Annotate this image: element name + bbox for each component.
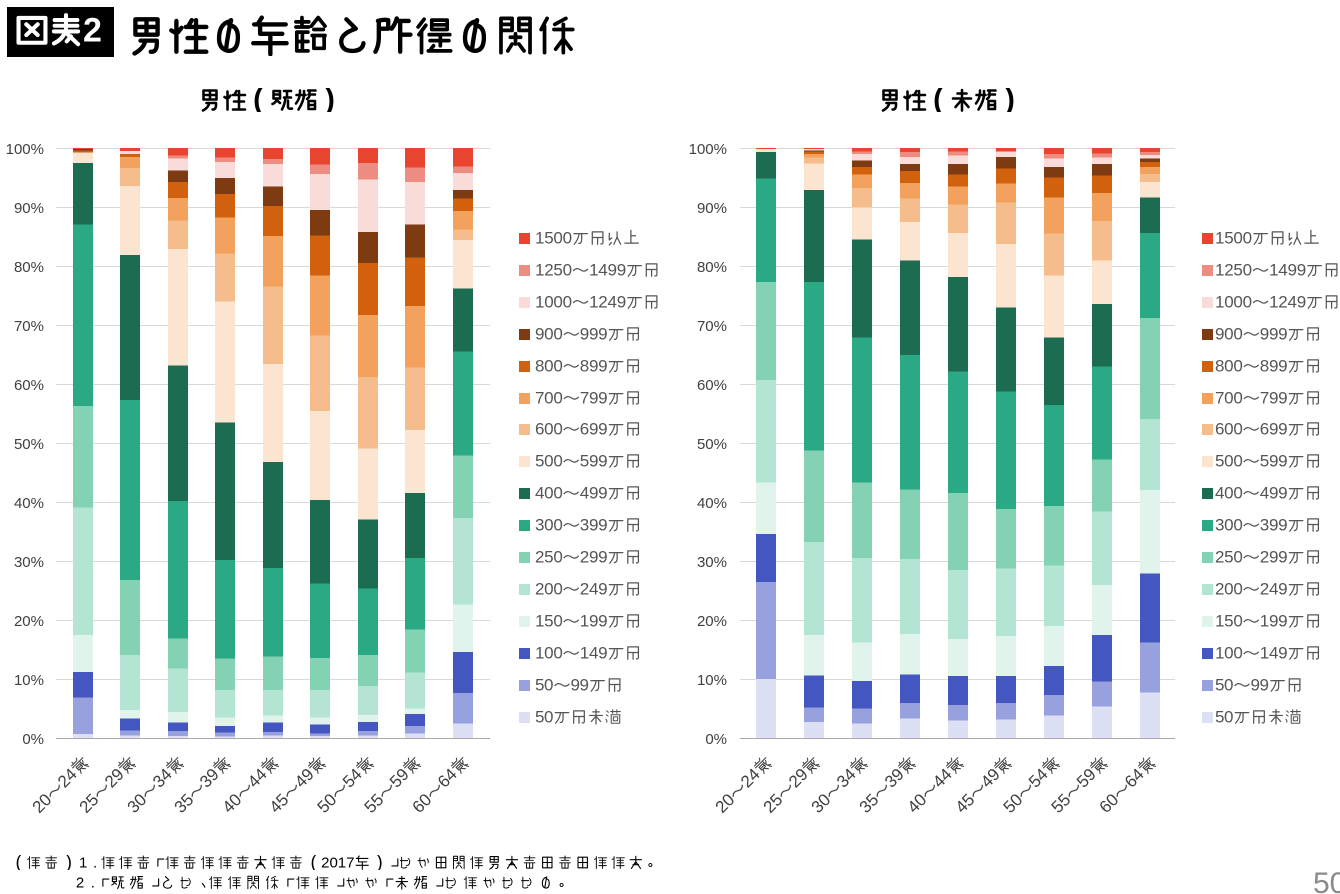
svg-text:50: 50: [1000, 790, 1026, 816]
svg-text:100: 100: [1215, 644, 1243, 661]
svg-text:50: 50: [535, 676, 554, 693]
svg-text:45: 45: [952, 790, 978, 816]
svg-text:400: 400: [1215, 484, 1243, 501]
svg-text:55: 55: [1048, 790, 1074, 816]
svg-text:599: 599: [1260, 452, 1288, 469]
svg-text:399: 399: [1260, 516, 1288, 533]
svg-text:300: 300: [1215, 516, 1243, 533]
svg-text:199: 199: [1260, 612, 1288, 629]
svg-text:): ): [325, 88, 335, 112]
svg-text:25: 25: [76, 790, 102, 816]
svg-text:(: (: [311, 855, 317, 870]
svg-text:249: 249: [1260, 580, 1288, 597]
svg-text:.: .: [91, 875, 95, 890]
svg-text:60: 60: [409, 790, 435, 816]
svg-text:150: 150: [1215, 612, 1243, 629]
svg-text:(: (: [253, 88, 263, 112]
svg-text:999: 999: [1260, 325, 1288, 342]
svg-text:1250: 1250: [1215, 261, 1252, 278]
svg-text:): ): [1005, 88, 1015, 112]
svg-text:300: 300: [535, 516, 563, 533]
svg-text:700: 700: [1215, 389, 1243, 406]
svg-text:50: 50: [535, 708, 554, 725]
svg-text:1500: 1500: [1215, 229, 1252, 246]
svg-text:399: 399: [580, 516, 608, 533]
svg-text:1: 1: [79, 855, 87, 870]
svg-text:799: 799: [580, 389, 608, 406]
svg-text:(: (: [933, 88, 943, 112]
svg-text:199: 199: [580, 612, 608, 629]
svg-text:35: 35: [171, 790, 197, 816]
svg-text:150: 150: [535, 612, 563, 629]
svg-text:200: 200: [1215, 580, 1243, 597]
svg-text:899: 899: [580, 357, 608, 374]
svg-text:149: 149: [1260, 644, 1288, 661]
svg-text:700: 700: [535, 389, 563, 406]
svg-text:30: 30: [808, 790, 834, 816]
svg-text:800: 800: [1215, 357, 1243, 374]
svg-text:800: 800: [535, 357, 563, 374]
svg-text:249: 249: [580, 580, 608, 597]
svg-text:1500: 1500: [535, 229, 572, 246]
svg-text:900: 900: [1215, 325, 1243, 342]
svg-text:1249: 1249: [1269, 293, 1306, 310]
svg-text:50: 50: [1215, 676, 1234, 693]
svg-text:599: 599: [580, 452, 608, 469]
svg-text:2: 2: [83, 13, 102, 47]
svg-text:60: 60: [1096, 790, 1122, 816]
svg-text:600: 600: [535, 420, 563, 437]
svg-text:(: (: [16, 855, 22, 870]
svg-text:2017: 2017: [321, 855, 354, 870]
svg-text:1249: 1249: [589, 293, 626, 310]
svg-text:25: 25: [760, 790, 786, 816]
svg-text:): ): [377, 855, 383, 870]
svg-text:50: 50: [314, 790, 340, 816]
svg-text:699: 699: [580, 420, 608, 437]
svg-text:99: 99: [571, 676, 590, 693]
svg-text:35: 35: [856, 790, 882, 816]
svg-text:): ): [66, 855, 72, 870]
svg-text:40: 40: [219, 790, 245, 816]
svg-text:600: 600: [1215, 420, 1243, 437]
svg-text:299: 299: [580, 548, 608, 565]
svg-text:250: 250: [1215, 548, 1243, 565]
svg-text:1499: 1499: [589, 261, 626, 278]
svg-text:200: 200: [535, 580, 563, 597]
svg-text:499: 499: [580, 484, 608, 501]
svg-text:499: 499: [1260, 484, 1288, 501]
svg-text:30: 30: [124, 790, 150, 816]
svg-text:2: 2: [76, 875, 84, 890]
svg-text:500: 500: [535, 452, 563, 469]
svg-text:999: 999: [580, 325, 608, 342]
svg-text:1000: 1000: [1215, 293, 1252, 310]
svg-text:55: 55: [361, 790, 387, 816]
svg-text:99: 99: [1251, 676, 1270, 693]
svg-text:299: 299: [1260, 548, 1288, 565]
svg-text:1499: 1499: [1269, 261, 1306, 278]
svg-text:250: 250: [535, 548, 563, 565]
svg-text:.: .: [93, 855, 97, 870]
svg-text:1000: 1000: [535, 293, 572, 310]
svg-text:900: 900: [535, 325, 563, 342]
svg-text:149: 149: [580, 644, 608, 661]
svg-text:699: 699: [1260, 420, 1288, 437]
svg-text:899: 899: [1260, 357, 1288, 374]
svg-text:40: 40: [904, 790, 930, 816]
svg-text:50: 50: [1215, 708, 1234, 725]
svg-text:1250: 1250: [535, 261, 572, 278]
svg-text:100: 100: [535, 644, 563, 661]
svg-text:799: 799: [1260, 389, 1288, 406]
svg-text:500: 500: [1215, 452, 1243, 469]
svg-text:20: 20: [29, 790, 55, 816]
svg-text:400: 400: [535, 484, 563, 501]
svg-text:45: 45: [266, 790, 292, 816]
svg-text:20: 20: [712, 790, 738, 816]
